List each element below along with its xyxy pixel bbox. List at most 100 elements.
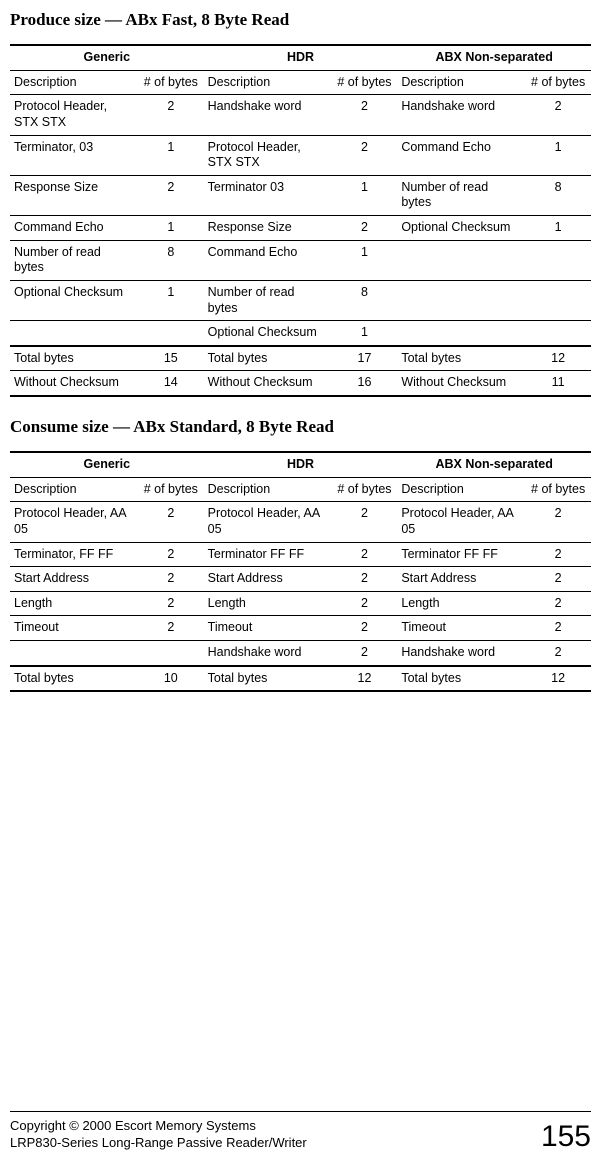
table-cell: 2 — [138, 591, 204, 616]
table-cell: Handshake word — [204, 641, 332, 666]
table-cell: Handshake word — [397, 641, 525, 666]
table-cell — [525, 321, 591, 346]
table-cell: 2 — [525, 502, 591, 542]
table-cell: Command Echo — [10, 216, 138, 241]
group-header: Generic — [10, 45, 204, 70]
table-cell: 2 — [138, 502, 204, 542]
table-cell: 1 — [332, 321, 398, 346]
table-cell: Protocol Header, STX STX — [10, 95, 138, 135]
table-cell — [397, 280, 525, 320]
table-cell: Timeout — [204, 616, 332, 641]
table-cell: 2 — [332, 567, 398, 592]
table-cell: 16 — [332, 371, 398, 396]
table-cell: 2 — [332, 502, 398, 542]
produce-size-table: Generic HDR ABX Non-separated Descriptio… — [10, 44, 591, 397]
table-cell: Terminator FF FF — [397, 542, 525, 567]
table-cell: 1 — [525, 216, 591, 241]
table-cell: 11 — [525, 371, 591, 396]
sub-header: # of bytes — [525, 70, 591, 95]
table-cell: 2 — [332, 542, 398, 567]
sub-header: Description — [204, 477, 332, 502]
copyright-text: Copyright © 2000 Escort Memory Systems — [10, 1118, 256, 1133]
table-cell: 8 — [138, 240, 204, 280]
group-header: Generic — [10, 452, 204, 477]
sub-header: Description — [204, 70, 332, 95]
table-cell: Command Echo — [204, 240, 332, 280]
table-cell: Total bytes — [397, 666, 525, 692]
table-cell: Start Address — [204, 567, 332, 592]
table-cell: Total bytes — [397, 346, 525, 371]
table-cell: Handshake word — [204, 95, 332, 135]
table-cell: Without Checksum — [204, 371, 332, 396]
table-cell: Total bytes — [10, 666, 138, 692]
table-cell: Optional Checksum — [10, 280, 138, 320]
table-cell: Handshake word — [397, 95, 525, 135]
sub-header: # of bytes — [525, 477, 591, 502]
table-cell: 1 — [332, 240, 398, 280]
table-cell: 2 — [525, 616, 591, 641]
table-cell: Response Size — [204, 216, 332, 241]
table-cell: Protocol Header, STX STX — [204, 135, 332, 175]
table-cell: Command Echo — [397, 135, 525, 175]
table-cell: Length — [397, 591, 525, 616]
table-cell: 1 — [138, 216, 204, 241]
table-cell — [138, 641, 204, 666]
sub-header: # of bytes — [332, 70, 398, 95]
table-cell: Terminator, FF FF — [10, 542, 138, 567]
table-cell — [138, 321, 204, 346]
table-cell: Response Size — [10, 175, 138, 215]
table-cell — [10, 321, 138, 346]
table-cell: Terminator FF FF — [204, 542, 332, 567]
table-cell: Optional Checksum — [204, 321, 332, 346]
table-cell: 8 — [525, 175, 591, 215]
table-cell: 1 — [332, 175, 398, 215]
table-cell: 12 — [525, 346, 591, 371]
table-cell: Number of read bytes — [397, 175, 525, 215]
page-footer: Copyright © 2000 Escort Memory Systems L… — [10, 1111, 591, 1152]
group-header: ABX Non-separated — [397, 45, 591, 70]
table-cell: Without Checksum — [10, 371, 138, 396]
table-cell: Optional Checksum — [397, 216, 525, 241]
table-cell: Protocol Header, AA 05 — [397, 502, 525, 542]
table-cell: 2 — [332, 135, 398, 175]
table-cell: Total bytes — [204, 666, 332, 692]
table-cell: 1 — [525, 135, 591, 175]
table-cell: Timeout — [397, 616, 525, 641]
table-cell: 1 — [138, 135, 204, 175]
table-cell: Number of read bytes — [204, 280, 332, 320]
sub-header: # of bytes — [138, 477, 204, 502]
sub-header: Description — [10, 70, 138, 95]
section1-title: Produce size — ABx Fast, 8 Byte Read — [10, 10, 591, 30]
table-cell: Length — [204, 591, 332, 616]
table-cell: Terminator, 03 — [10, 135, 138, 175]
sub-header: Description — [397, 477, 525, 502]
table-cell: Start Address — [397, 567, 525, 592]
table-cell: 12 — [332, 666, 398, 692]
table-cell: 2 — [525, 591, 591, 616]
table-cell: 1 — [138, 280, 204, 320]
table-cell: 2 — [525, 542, 591, 567]
table-cell: 8 — [332, 280, 398, 320]
table-cell: 2 — [138, 95, 204, 135]
table-cell: 10 — [138, 666, 204, 692]
table-cell: 2 — [525, 641, 591, 666]
table-cell: 15 — [138, 346, 204, 371]
table-cell: 14 — [138, 371, 204, 396]
sub-header: Description — [397, 70, 525, 95]
table-cell: Start Address — [10, 567, 138, 592]
sub-header: # of bytes — [332, 477, 398, 502]
group-header: HDR — [204, 45, 398, 70]
table-cell: 2 — [332, 616, 398, 641]
table-cell: 2 — [525, 95, 591, 135]
table-cell: 2 — [332, 591, 398, 616]
product-name-text: LRP830-Series Long-Range Passive Reader/… — [10, 1135, 307, 1150]
table-cell: 2 — [138, 567, 204, 592]
table-cell: Number of read bytes — [10, 240, 138, 280]
group-header: HDR — [204, 452, 398, 477]
table-cell: 2 — [138, 616, 204, 641]
table-cell: 12 — [525, 666, 591, 692]
table-cell — [397, 321, 525, 346]
table-cell: 2 — [525, 567, 591, 592]
table-cell: Total bytes — [204, 346, 332, 371]
table-cell: Without Checksum — [397, 371, 525, 396]
